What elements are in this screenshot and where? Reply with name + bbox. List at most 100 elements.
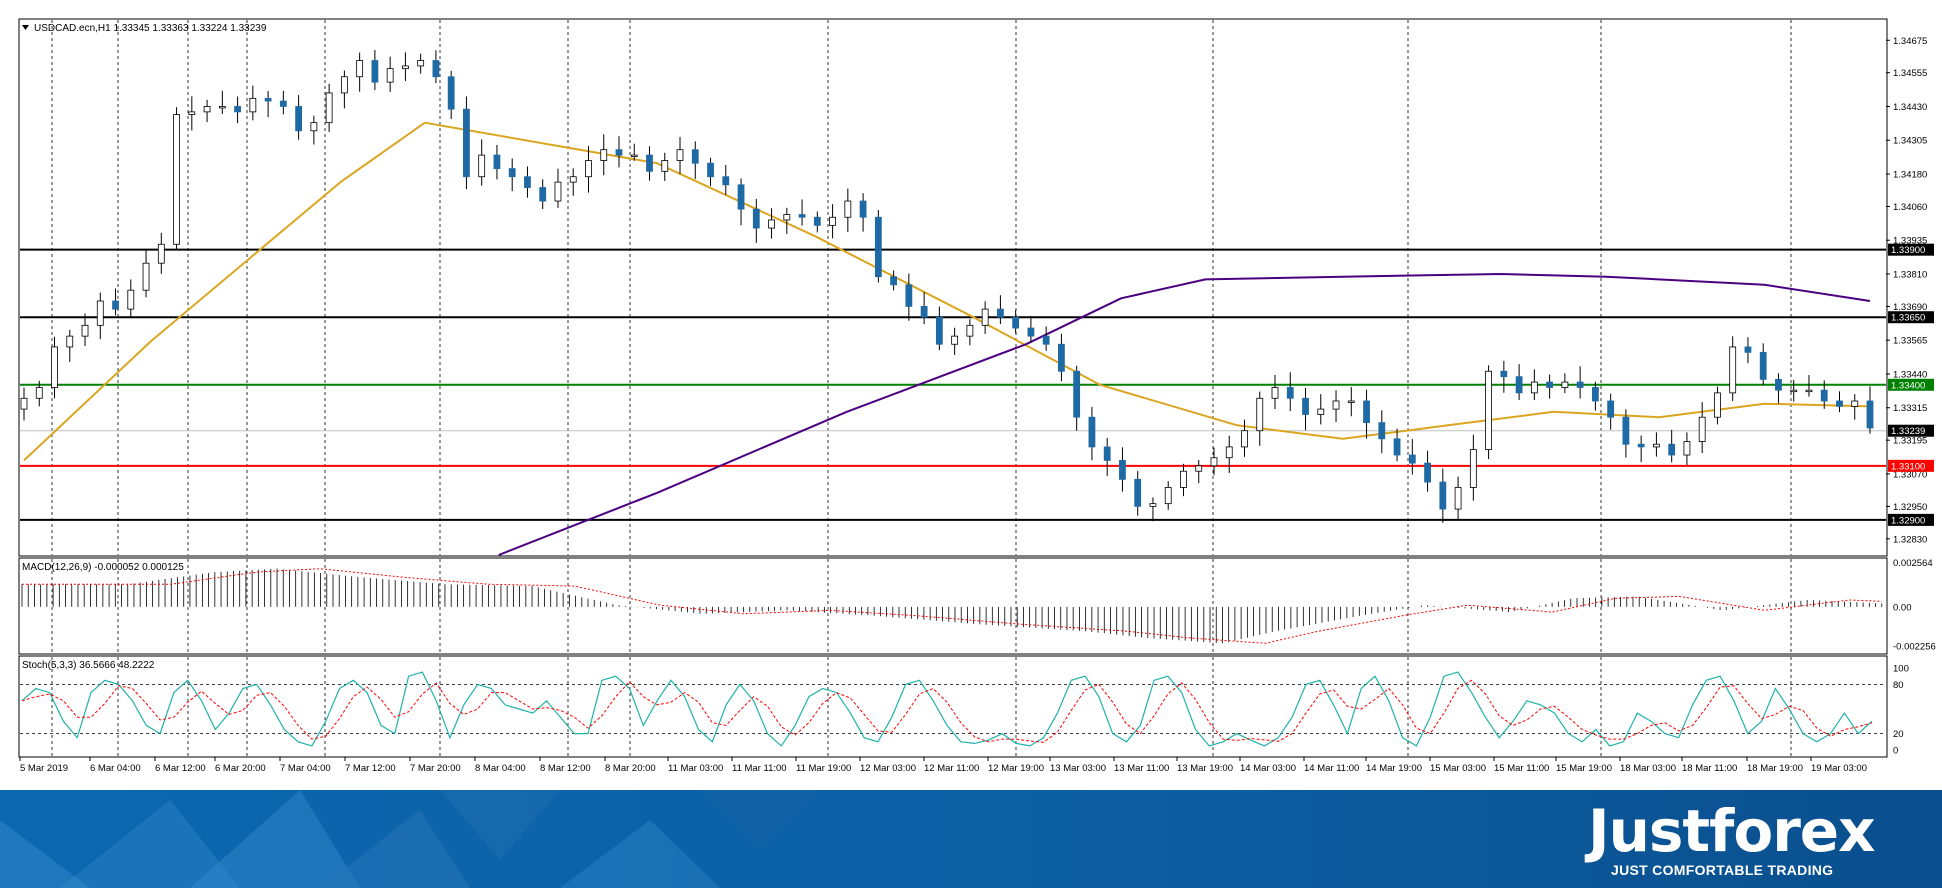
price-tick-label: 1.34430 [1893,102,1927,113]
time-label: 15 Mar 03:00 [1430,763,1486,774]
stoch-signal-line [21,679,1873,743]
level-tag [1888,378,1934,391]
bear-candle [1058,343,1065,372]
level-tag-label: 1.33100 [1891,461,1925,472]
bull-candle [1164,487,1172,505]
bear-candle [1408,454,1416,464]
bull-candle [585,160,592,178]
bull-candle [218,106,226,109]
bear-candle [508,168,516,178]
bear-candle [905,284,913,307]
price-tick-label: 1.33440 [1893,369,1927,380]
stoch-main-line [21,671,1873,747]
price-tick-label: 1.33690 [1893,302,1927,313]
bear-candle [1668,443,1676,456]
bear-candle [539,187,547,202]
bear-candle [1073,370,1081,418]
level-tag [1888,424,1934,437]
bear-candle [798,214,806,218]
bull-candle [127,289,135,310]
bear-candle [234,106,241,113]
bull-candle [844,200,852,218]
bull-candle [1225,446,1233,459]
bull-candle [340,76,348,94]
time-label: 13 Mar 19:00 [1177,763,1233,774]
bull-candle [35,387,43,399]
bear-candle [813,216,821,226]
bull-candle [1469,449,1477,488]
level-tag-label: 1.32900 [1891,515,1925,526]
bear-candle [1042,335,1050,345]
bull-candle [157,243,165,264]
price-tick-label: 1.33565 [1893,336,1927,347]
level-tag-label: 1.33239 [1891,426,1925,437]
bear-candle [1515,376,1523,394]
bull-candle [1851,400,1859,407]
bear-candle [371,60,379,83]
bear-candle [279,100,287,107]
stoch-header: Stoch(5,3,3) 36.5666 48.2222 [22,660,155,671]
price-tick-label: 1.33315 [1893,403,1927,414]
time-label: 12 Mar 11:00 [924,763,979,774]
bull-candle [325,92,333,124]
bear-candle [859,200,867,218]
bull-candle [783,214,791,221]
brand-banner [0,790,1942,888]
price-tick-label: 1.32830 [1893,534,1927,545]
moving-average-line [498,273,1871,556]
level-tag [1888,311,1934,324]
bull-candle [96,300,104,326]
bear-candle [1836,400,1843,407]
bear-candle [1119,460,1126,480]
time-label: 8 Mar 04:00 [475,763,526,774]
bear-candle [1103,446,1111,461]
time-label: 12 Mar 03:00 [860,763,916,774]
bear-candle [935,316,943,345]
bear-candle [1591,387,1599,402]
bear-candle [447,76,455,110]
bear-candle [1744,346,1752,353]
time-label: 7 Mar 04:00 [280,763,331,774]
macd-panel-frame [18,557,1888,655]
bull-candle [1485,370,1492,451]
stoch-tick-label: 80 [1893,680,1904,691]
symbol-header: USDCAD.ecn,H1 1.33345 1.33363 1.33224 1.… [34,23,267,34]
bull-candle [173,114,180,245]
bull-candle [1683,441,1691,456]
time-label: 14 Mar 03:00 [1240,763,1296,774]
stoch-tick-label: 20 [1893,729,1904,740]
bear-candle [1866,400,1874,429]
bull-candle [1454,487,1462,510]
time-label: 11 Mar 11:00 [732,763,787,774]
price-tick-label: 1.33070 [1893,469,1927,480]
time-label: 14 Mar 19:00 [1366,763,1422,774]
bull-candle [20,397,28,410]
bear-candle [722,176,730,186]
bear-candle [1088,416,1096,448]
time-label: 6 Mar 04:00 [90,763,141,774]
stoch-tick-label: 100 [1893,664,1909,675]
bull-candle [951,335,959,345]
bear-candle [646,154,653,172]
horizontal-levels [20,248,1886,521]
bear-candle [1286,387,1294,399]
time-label: 5 Mar 2019 [20,763,68,774]
bull-candle [569,176,577,183]
bull-candle [981,308,989,326]
bull-candle [402,65,409,70]
dropdown-triangle-icon[interactable] [22,25,29,30]
time-label: 18 Mar 03:00 [1620,763,1676,774]
price-tick-label: 1.34675 [1893,36,1927,47]
bull-candle [554,181,562,202]
bull-candle [81,324,89,337]
bull-candle [676,149,684,161]
macd-tick-label: 0.002564 [1893,558,1933,569]
bear-candle [1637,443,1645,448]
bull-candle [1347,400,1355,403]
level-tag-label: 1.33400 [1891,380,1925,391]
stochastic-indicator: 100 80 20 0 [20,664,1909,757]
bear-candle [1012,316,1020,329]
bull-candle [249,97,257,113]
banner-background [0,790,1942,888]
bear-candle [1775,378,1782,391]
